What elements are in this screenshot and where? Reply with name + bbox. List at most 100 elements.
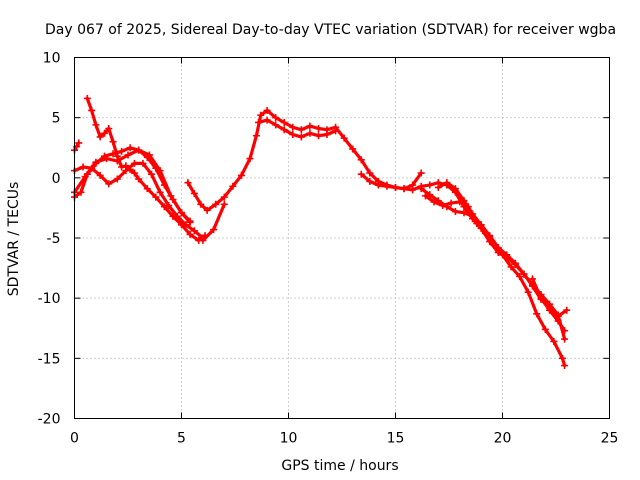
data-point bbox=[421, 192, 429, 200]
data-point bbox=[486, 232, 494, 240]
y-tick-label: -20 bbox=[38, 412, 61, 428]
series-arc-5 bbox=[71, 146, 194, 225]
data-point bbox=[546, 306, 554, 314]
data-point bbox=[255, 118, 263, 126]
data-point bbox=[96, 133, 104, 141]
data-point bbox=[443, 179, 451, 187]
data-point bbox=[143, 185, 151, 193]
data-point bbox=[103, 155, 111, 163]
data-point bbox=[165, 202, 173, 210]
data-point bbox=[118, 147, 126, 155]
y-tick-label: 5 bbox=[52, 111, 61, 127]
data-point bbox=[272, 114, 280, 122]
data-point bbox=[75, 139, 83, 147]
data-point bbox=[186, 230, 194, 238]
data-point bbox=[507, 263, 515, 271]
y-tick-label: 10 bbox=[43, 51, 61, 67]
data-point bbox=[280, 126, 288, 134]
data-point bbox=[306, 129, 314, 137]
data-point bbox=[477, 221, 485, 229]
data-point bbox=[451, 208, 459, 216]
series-arc-6 bbox=[184, 106, 425, 214]
data-point bbox=[494, 244, 502, 252]
data-point bbox=[554, 311, 562, 319]
data-point bbox=[135, 175, 143, 183]
data-point bbox=[220, 200, 228, 208]
data-point bbox=[197, 200, 205, 208]
data-point bbox=[561, 327, 569, 335]
data-point bbox=[430, 198, 438, 206]
data-point bbox=[130, 169, 138, 177]
data-point bbox=[426, 181, 434, 189]
data-point bbox=[297, 133, 305, 141]
data-point bbox=[469, 210, 477, 218]
y-tick-label: -15 bbox=[38, 351, 61, 367]
y-axis-label: SDTVAR / TECUs bbox=[6, 182, 22, 297]
data-point bbox=[280, 118, 288, 126]
series-arc-3 bbox=[71, 159, 207, 242]
x-tick-label: 20 bbox=[494, 431, 512, 447]
series-line bbox=[423, 194, 567, 368]
data-point bbox=[96, 171, 104, 179]
data-point bbox=[178, 209, 185, 217]
data-point bbox=[537, 294, 545, 302]
data-point bbox=[263, 106, 271, 114]
data-point bbox=[237, 171, 245, 179]
data-point bbox=[314, 132, 322, 140]
data-point bbox=[263, 116, 271, 124]
data-point bbox=[156, 188, 164, 196]
series-arc-8 bbox=[255, 116, 340, 141]
data-point bbox=[563, 306, 571, 314]
data-point bbox=[199, 236, 207, 244]
data-point bbox=[182, 221, 190, 229]
data-point bbox=[558, 354, 566, 362]
data-point bbox=[79, 163, 87, 171]
data-point bbox=[357, 170, 365, 178]
data-point bbox=[447, 199, 455, 207]
x-tick-label: 5 bbox=[177, 431, 186, 447]
data-point bbox=[126, 144, 134, 152]
data-point bbox=[289, 123, 297, 131]
data-point bbox=[173, 212, 181, 220]
data-point bbox=[109, 150, 117, 158]
chart-title: Day 067 of 2025, Sidereal Day-to-day VTE… bbox=[45, 22, 616, 38]
data-point bbox=[130, 159, 138, 167]
data-point bbox=[524, 288, 532, 296]
data-point bbox=[439, 202, 447, 210]
data-point bbox=[289, 131, 297, 139]
x-tick-label: 0 bbox=[70, 431, 79, 447]
data-point bbox=[152, 193, 160, 201]
data-point bbox=[160, 203, 168, 211]
series-arc-7 bbox=[199, 200, 228, 244]
data-point bbox=[349, 145, 357, 153]
data-point bbox=[528, 275, 536, 283]
data-point bbox=[252, 132, 260, 140]
data-series bbox=[71, 94, 571, 370]
data-point bbox=[297, 126, 305, 134]
series-line bbox=[72, 148, 192, 223]
plot-frame bbox=[74, 57, 610, 419]
data-point bbox=[400, 185, 408, 193]
data-point bbox=[190, 227, 198, 235]
data-point bbox=[561, 335, 569, 343]
data-point bbox=[434, 183, 442, 191]
data-point bbox=[417, 185, 425, 193]
data-point bbox=[503, 251, 511, 259]
series-arc-2 bbox=[83, 94, 209, 244]
data-point bbox=[109, 138, 117, 146]
data-point bbox=[184, 179, 192, 187]
data-point bbox=[332, 127, 340, 135]
data-point bbox=[374, 181, 382, 189]
data-point bbox=[257, 111, 265, 119]
data-point bbox=[81, 173, 89, 181]
series-line bbox=[186, 108, 423, 212]
data-point bbox=[186, 217, 194, 225]
series-arc-1 bbox=[71, 139, 83, 154]
series-line bbox=[436, 181, 567, 341]
x-tick-label: 10 bbox=[280, 431, 298, 447]
data-point bbox=[417, 169, 425, 177]
series-line bbox=[359, 172, 569, 318]
data-point bbox=[77, 188, 85, 196]
data-point bbox=[392, 183, 399, 191]
